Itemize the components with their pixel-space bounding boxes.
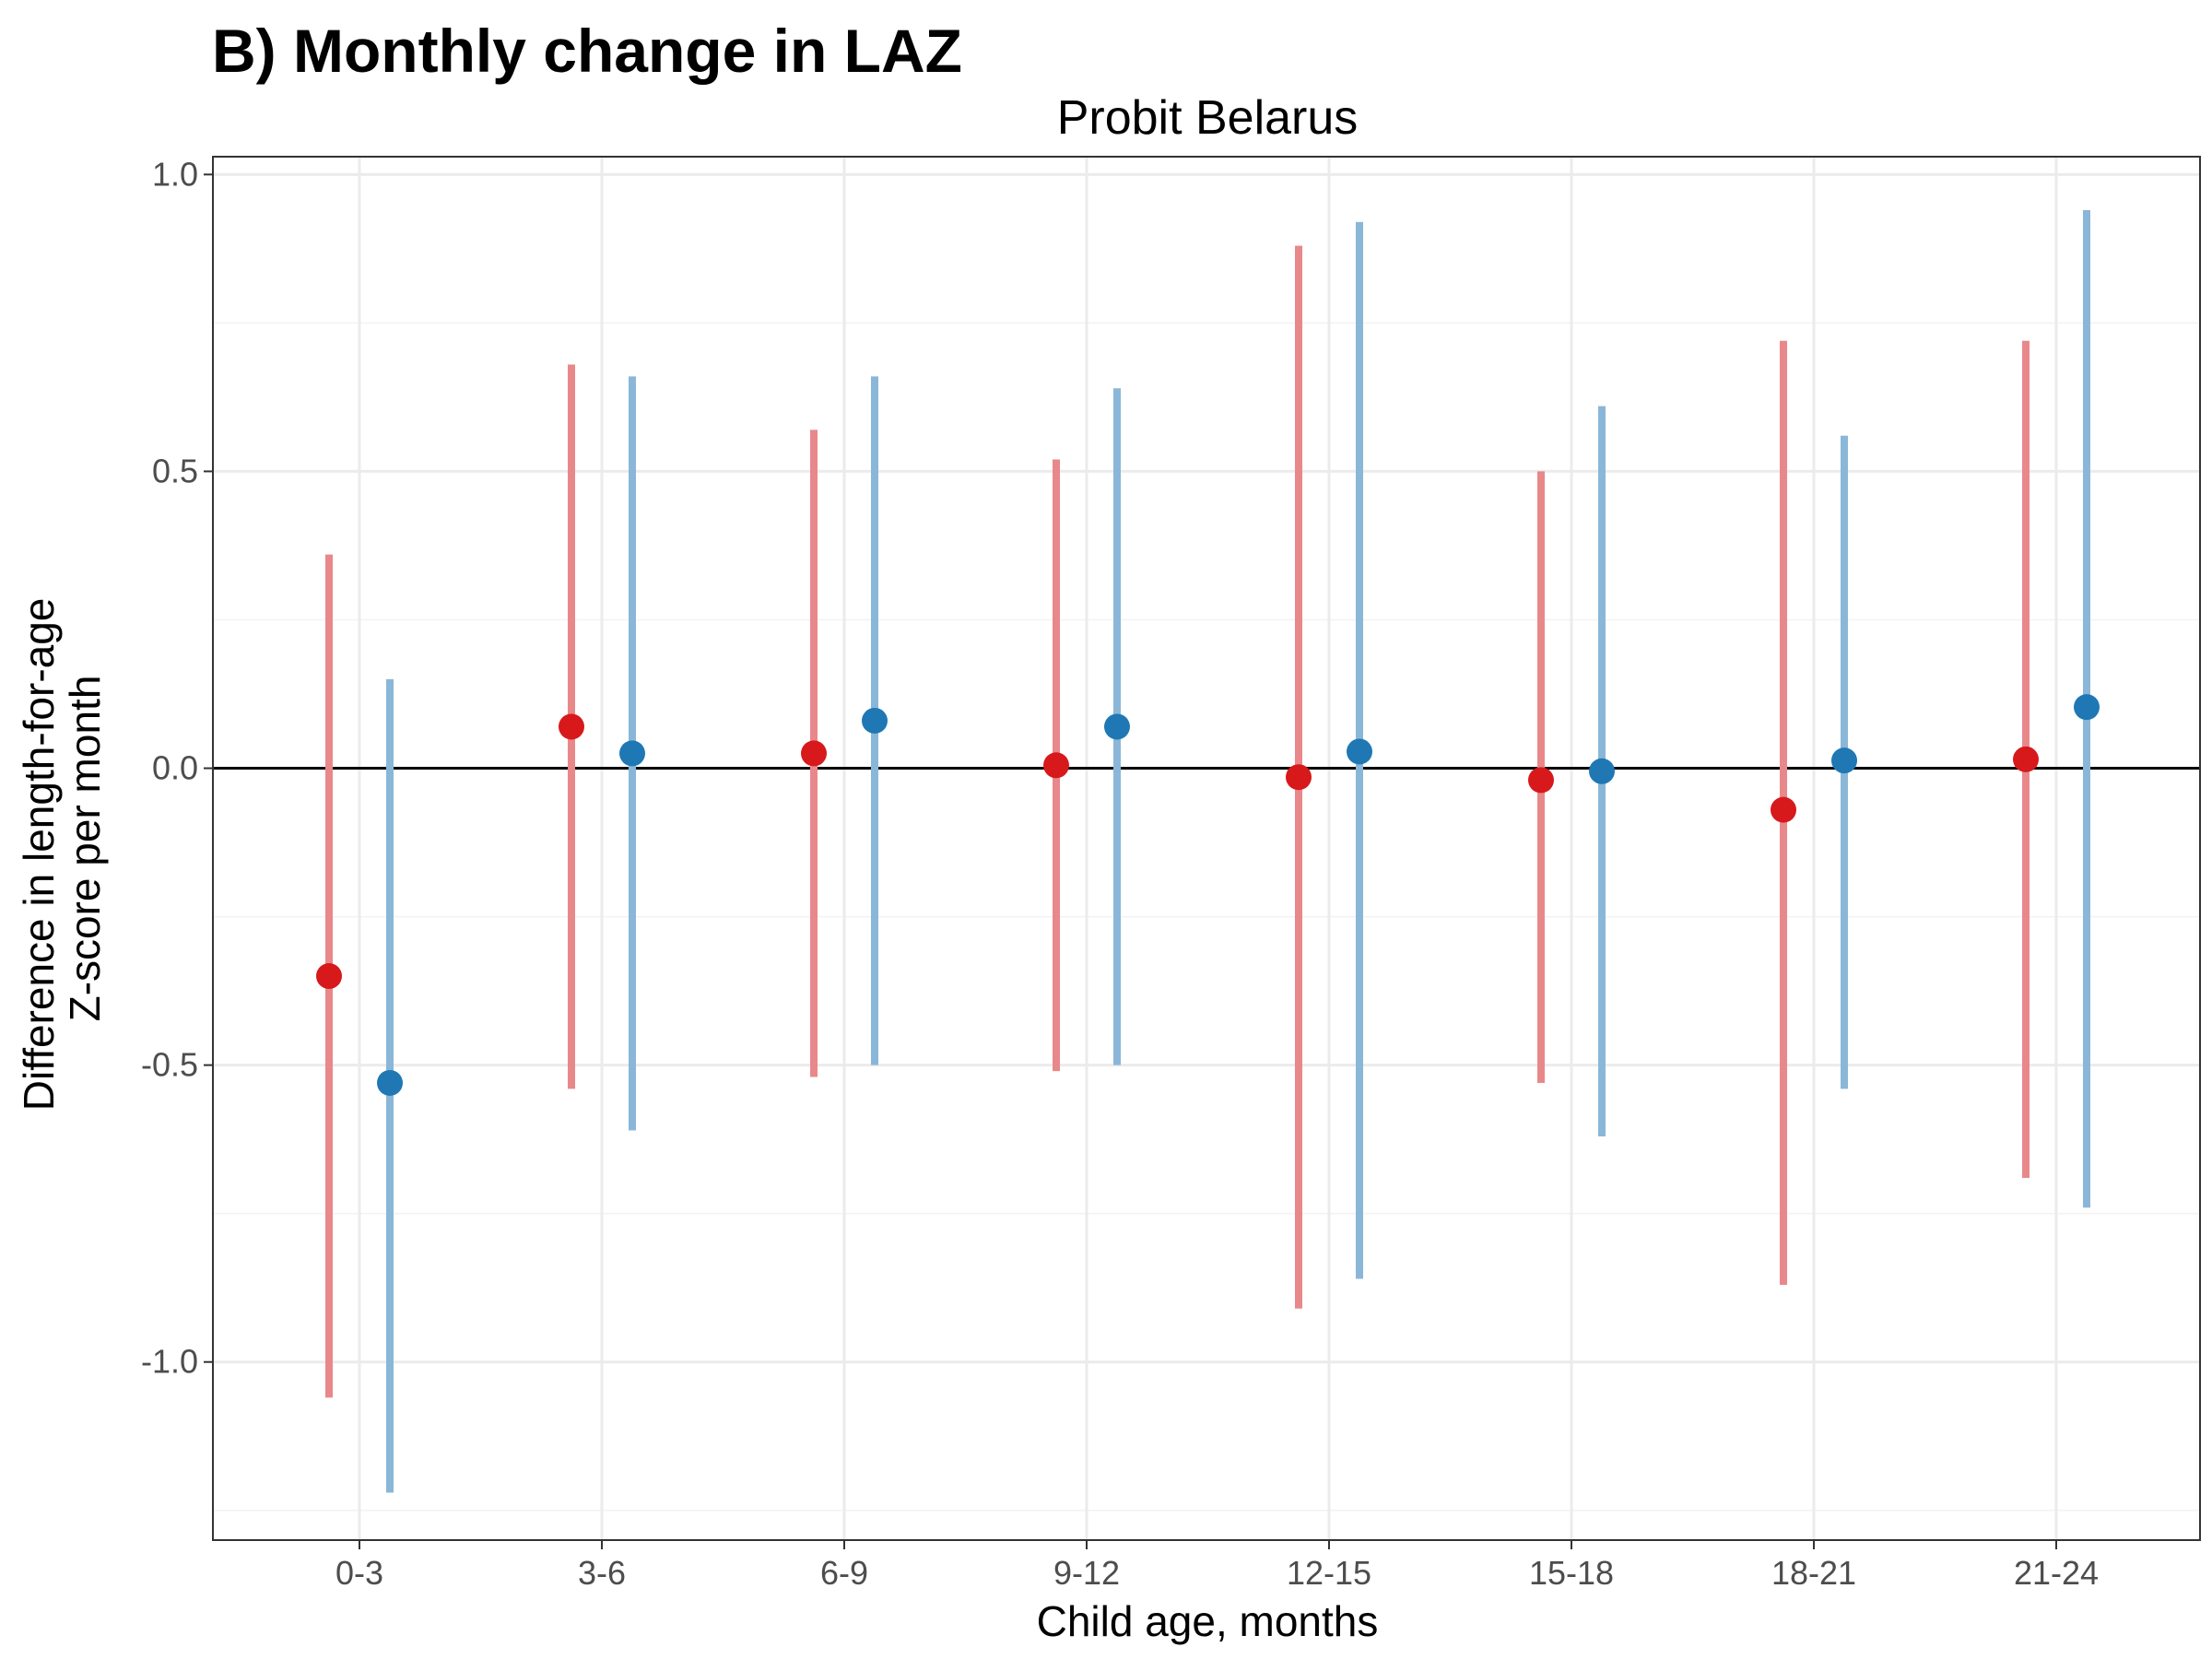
- point-series-1: [2013, 746, 2039, 772]
- point-series-1: [1286, 764, 1312, 791]
- y-axis-title: Difference in length-for-age Z-score per…: [15, 586, 109, 1111]
- chart-title: B) Monthly change in LAZ: [212, 17, 962, 85]
- point-series-2: [377, 1069, 403, 1096]
- grid-layer: [213, 157, 2200, 1540]
- y-axis-title-line-2: Z-score per month: [61, 676, 109, 1022]
- x-tick-label: 6-9: [820, 1554, 868, 1592]
- x-tick-label: 18-21: [1771, 1554, 1856, 1592]
- points-layer: [316, 694, 2100, 1096]
- point-series-1: [316, 963, 342, 990]
- x-tick-label: 3-6: [578, 1554, 626, 1592]
- point-series-2: [1347, 738, 1372, 765]
- y-tick-label: -1.0: [141, 1343, 198, 1381]
- y-axis-title-line-1: Difference in length-for-age: [15, 598, 63, 1112]
- error-bars-layer: [325, 209, 2090, 1493]
- point-series-1: [1771, 796, 1796, 823]
- point-series-1: [559, 713, 584, 740]
- point-series-1: [1043, 752, 1069, 779]
- x-tick-label: 15-18: [1529, 1554, 1614, 1592]
- chart-subtitle: Probit Belarus: [1057, 91, 1359, 145]
- y-tick-label: 0.0: [152, 749, 198, 787]
- x-tick-label: 12-15: [1287, 1554, 1371, 1592]
- x-tick-label: 21-24: [2014, 1554, 2099, 1592]
- y-tick-label: 0.5: [152, 452, 198, 489]
- point-series-2: [1589, 758, 1615, 784]
- y-tick-label: -0.5: [141, 1046, 198, 1084]
- point-series-1: [801, 740, 827, 767]
- point-series-2: [1104, 713, 1130, 740]
- panel-border: [212, 156, 2201, 1541]
- y-tick-label: 1.0: [152, 155, 198, 193]
- axis-layer: -1.0 -0.5 0.0 0.5 1.0 0-3 3-6 6-9 9-12 12-15 15-18…: [141, 155, 2099, 1592]
- x-tick-label: 9-12: [1053, 1554, 1120, 1592]
- x-tick-label: 0-3: [335, 1554, 383, 1592]
- point-series-2: [1831, 747, 1857, 774]
- point-series-1: [1528, 767, 1554, 794]
- point-series-2: [619, 740, 645, 767]
- x-axis-title: Child age, months: [1037, 1597, 1379, 1645]
- point-series-2: [862, 707, 888, 734]
- point-series-2: [2074, 694, 2100, 721]
